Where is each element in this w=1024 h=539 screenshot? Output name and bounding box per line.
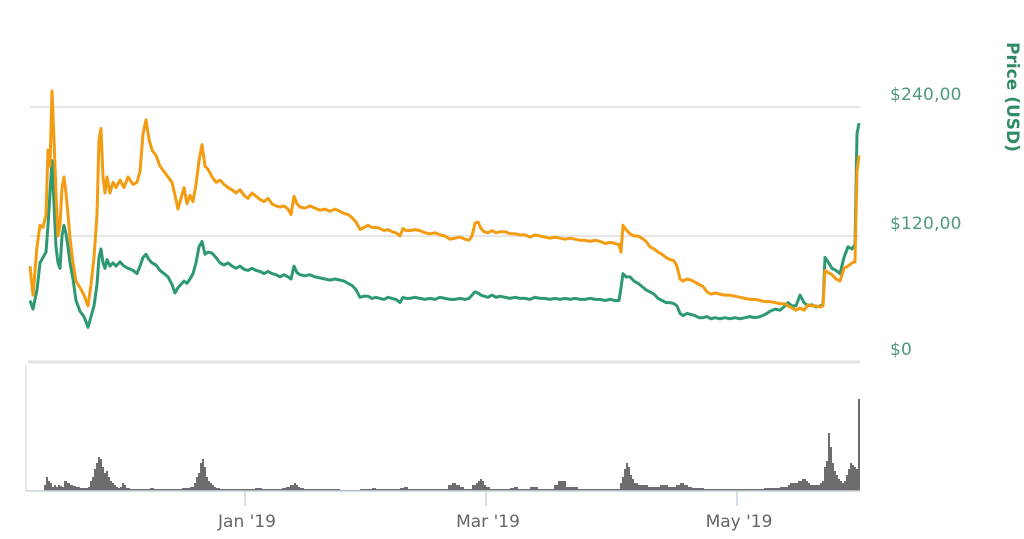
y-tick-240: $240,00 — [890, 85, 962, 105]
x-tick-mar: Mar '19 — [456, 512, 520, 532]
volume-bars — [44, 399, 860, 491]
y-tick-0: $0 — [890, 340, 913, 360]
volume-panel — [25, 365, 860, 506]
y-axis-title: Price (USD) — [1000, 42, 1024, 172]
series-orange-line — [28, 89, 861, 312]
y-tick-120: $120,00 — [890, 214, 962, 234]
series-green-line — [28, 122, 861, 329]
x-tick-may: May '19 — [705, 512, 773, 532]
x-tick-marks — [244, 491, 738, 506]
x-tick-jan: Jan '19 — [218, 512, 276, 532]
y-axis-title-text: Price (USD) — [1002, 42, 1022, 152]
